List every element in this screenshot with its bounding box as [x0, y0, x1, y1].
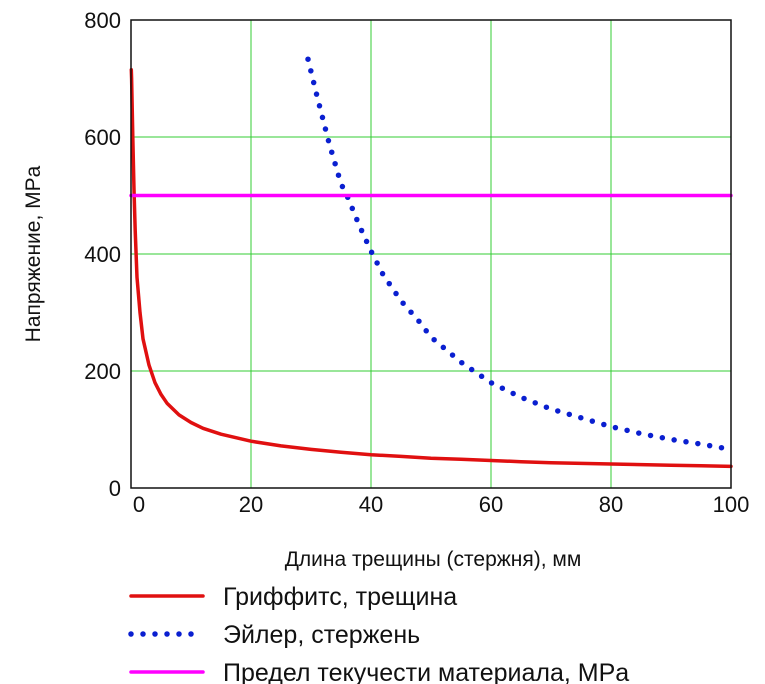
legend: Гриффитс, трещина Эйлер, стержень Предел т… — [128, 583, 629, 684]
y-tick-label: 800 — [84, 8, 121, 33]
y-tick-label: 200 — [84, 359, 121, 384]
x-tick-label: 60 — [479, 492, 503, 517]
series-line — [305, 56, 734, 453]
y-axis-label: Напряжение, MPa — [22, 165, 45, 342]
plot-frame — [130, 19, 732, 489]
y-tick-label: 600 — [84, 125, 121, 150]
x-axis-label: Длина трещины (стержня), мм — [285, 548, 582, 571]
series-layer — [129, 56, 734, 469]
legend-entry: Гриффитс, трещина — [223, 583, 457, 611]
grid — [130, 19, 732, 489]
x-tick-label: 100 — [713, 492, 750, 517]
tick-labels: 0 20 40 60 80 100 0 200 400 600 800 — [84, 8, 749, 517]
x-tick-label: 20 — [239, 492, 263, 517]
legend-entry: Эйлер, стержень — [223, 621, 420, 649]
y-tick-label: 0 — [109, 476, 121, 501]
legend-entry: Предел текучести материала, MPa — [223, 659, 629, 684]
series-line — [129, 67, 733, 469]
x-tick-label: 0 — [133, 492, 145, 517]
x-tick-label: 80 — [599, 492, 623, 517]
x-tick-label: 40 — [359, 492, 383, 517]
y-tick-label: 400 — [84, 242, 121, 267]
